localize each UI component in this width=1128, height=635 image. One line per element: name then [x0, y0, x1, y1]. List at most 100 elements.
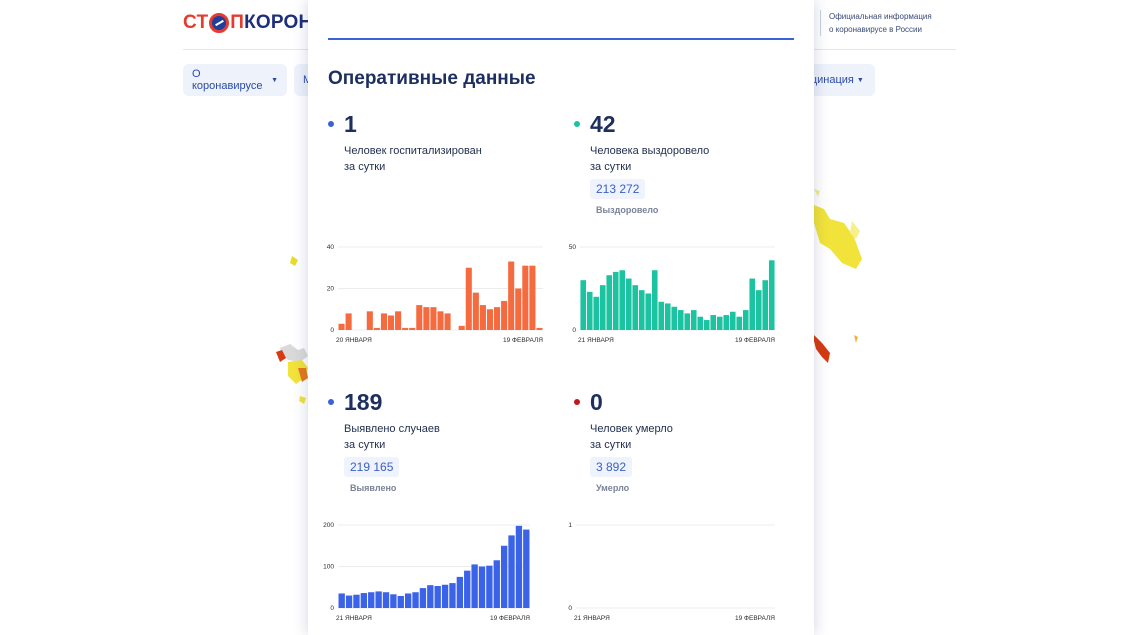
chart-bar [353, 594, 360, 608]
chart-bar [716, 316, 723, 330]
chart-bar [444, 313, 451, 330]
chart-deaths-svg: 0 1 21 ЯНВАРЯ 19 ФЕВРАЛЯ [568, 522, 775, 622]
chart-bar [508, 535, 515, 609]
chart-bar [427, 585, 434, 608]
chart-bar [697, 316, 704, 330]
chart-bar [749, 278, 756, 330]
chart-bar [606, 275, 613, 330]
chart-bar [360, 593, 368, 608]
y-tick-label: 1 [568, 522, 572, 529]
chart-bar [478, 566, 486, 608]
status-dot-icon [328, 399, 334, 405]
stat-recovered: 42 Человека выздоровело за сутки 213 272… [574, 111, 794, 231]
chart-bar [580, 280, 587, 330]
y-tick-label: 200 [323, 522, 334, 529]
stat-recovered-desc: Человека выздоровело за сутки [590, 143, 790, 175]
x-tick-label-end: 19 ФЕВРАЛЯ [735, 337, 775, 344]
chart-bar [338, 593, 345, 608]
chart-bar [522, 265, 529, 330]
chart-bar [515, 525, 523, 608]
nav-about-coronavirus[interactable]: О коронавирусе ▼ [183, 64, 287, 96]
chart-bar [729, 311, 736, 330]
chart-bar [465, 267, 472, 330]
status-dot-icon [328, 121, 334, 127]
stat-deaths-desc: Человек умерло за сутки [590, 421, 790, 453]
nav-vaccination-label: кцинация [806, 74, 854, 86]
chart-bar [430, 307, 437, 330]
chart-bar [441, 584, 449, 608]
chart-hospitalized: 0 20 40 20 ЯНВАРЯ 19 ФЕВРАЛЯ [318, 240, 544, 348]
chart-bar [612, 271, 619, 330]
y-tick-label: 0 [330, 605, 334, 612]
chart-bar [486, 565, 493, 608]
y-tick-label: 40 [327, 244, 335, 251]
chart-bar [375, 591, 382, 608]
chart-bar [390, 594, 397, 608]
stat-hospitalized: 1 Человек госпитализирован за сутки [328, 111, 548, 221]
map-fragment-right [814, 189, 862, 363]
chart-bar [338, 323, 345, 330]
chart-bar [677, 310, 684, 330]
stat-recovered-value: 42 [590, 111, 616, 137]
chart-bar [638, 290, 645, 330]
stat-cases: 189 Выявлено случаев за сутки 219 165 Вы… [328, 389, 548, 509]
chart-bar [723, 315, 730, 330]
chart-bar [419, 588, 427, 608]
chart-bar [736, 316, 743, 330]
chart-bar [409, 327, 416, 330]
chart-bar [651, 270, 658, 330]
chart-bar [434, 586, 441, 608]
status-dot-icon [574, 121, 580, 127]
y-tick-label: 100 [323, 564, 334, 571]
stat-hospitalized-desc-line2: за сутки [344, 161, 386, 173]
x-tick-label-start: 20 ЯНВАРЯ [336, 337, 372, 344]
operational-data-modal: Оперативные данные 1 Человек госпитализи… [308, 0, 814, 635]
chart-bar [387, 315, 395, 330]
chart-bar [515, 288, 522, 330]
chart-bar [412, 592, 419, 608]
x-tick-label-start: 21 ЯНВАРЯ [336, 615, 372, 622]
stat-recovered-total-label: Выздоровело [596, 205, 659, 215]
chart-bar [437, 311, 444, 330]
chart-bar [625, 278, 632, 330]
chart-bar [508, 261, 515, 330]
stat-hospitalized-desc: Человек госпитализирован за сутки [344, 143, 544, 175]
y-tick-label: 0 [572, 327, 576, 334]
chart-bar [449, 583, 456, 608]
chart-bar [658, 301, 665, 330]
chart-bar [762, 280, 769, 330]
y-tick-label: 20 [327, 286, 335, 293]
chart-bar [684, 313, 691, 330]
chart-bar [345, 313, 352, 330]
chart-bar [380, 313, 387, 330]
map-fragment-left [276, 256, 308, 404]
stat-cases-value: 189 [344, 389, 383, 415]
chevron-down-icon: ▼ [271, 76, 278, 84]
chart-bar [742, 310, 749, 330]
chart-bar [494, 307, 501, 330]
status-dot-icon [574, 399, 580, 405]
chart-hospitalized-svg: 0 20 40 20 ЯНВАРЯ 19 ФЕВРАЛЯ [327, 244, 544, 344]
logo-text-part2: П [230, 12, 245, 33]
chart-bar [472, 292, 479, 330]
chart-bar [479, 305, 486, 330]
chart-recovered-svg: 0 50 21 ЯНВАРЯ 19 ФЕВРАЛЯ [569, 244, 776, 344]
chart-bar [523, 529, 530, 608]
stat-recovered-total: 213 272 [590, 179, 646, 199]
modal-top-divider [328, 38, 794, 40]
chart-bar [458, 325, 465, 330]
chart-bar [382, 592, 390, 608]
chart-bar [366, 311, 373, 330]
chart-bar [493, 560, 500, 608]
chart-bar [368, 592, 375, 608]
chart-bar [397, 595, 404, 608]
chart-bar [536, 327, 543, 330]
chart-bar [500, 545, 508, 608]
chart-bar [645, 293, 652, 330]
chevron-down-icon: ▼ [856, 76, 864, 84]
stat-deaths-desc-line2: за сутки [590, 439, 632, 451]
stat-cases-desc-line1: Выявлено случаев [344, 423, 440, 435]
chart-cases: 0 100 200 21 ЯНВАРЯ 19 ФЕВРАЛЯ [322, 518, 547, 626]
chart-cases-svg: 0 100 200 21 ЯНВАРЯ 19 ФЕВРАЛЯ [323, 522, 530, 622]
modal-title: Оперативные данные [328, 68, 536, 89]
